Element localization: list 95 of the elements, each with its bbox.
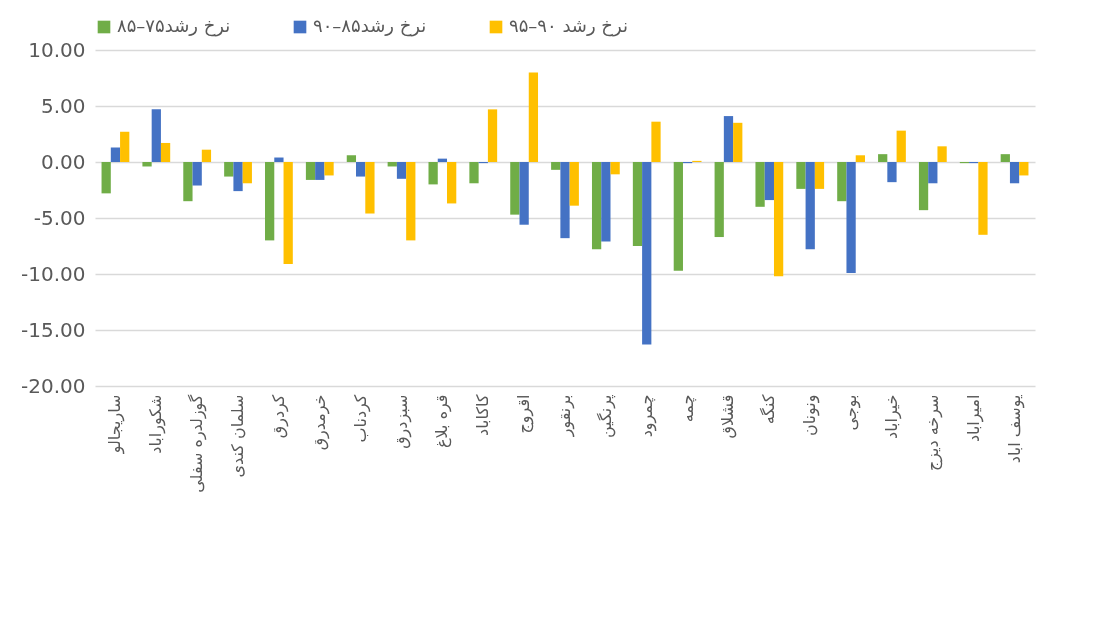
bar: [428, 162, 438, 185]
x-tick-label: قشلاق: [718, 394, 738, 439]
x-tick-label: قره بلاغ: [432, 394, 453, 448]
bar: [224, 162, 234, 177]
x-tick-label: سبزدرق: [391, 394, 412, 449]
bar: [142, 162, 152, 167]
bar: [569, 162, 579, 206]
bar: [846, 162, 856, 273]
bar: [610, 162, 620, 175]
bar: [855, 155, 865, 162]
bar: [101, 162, 111, 194]
bar: [764, 162, 774, 201]
bar: [469, 162, 479, 184]
bar: [560, 162, 570, 239]
bar: [274, 157, 284, 162]
bar: [201, 149, 212, 162]
bar: [406, 162, 416, 241]
bar: [796, 162, 806, 189]
bar: [283, 162, 293, 264]
x-tick-label: بوجی: [841, 394, 862, 431]
bar: [887, 162, 897, 183]
bar: [978, 162, 988, 235]
x-tick-label: یوسف اباد: [1004, 394, 1025, 464]
bar: [233, 162, 243, 192]
x-tick-label: سلمان کندی: [228, 394, 248, 478]
bar: [192, 162, 202, 186]
legend-label: نرخ رشد۸۵–۹۰: [313, 15, 427, 37]
bar: [642, 162, 652, 345]
y-tick-label: -15.00: [21, 317, 86, 342]
bar: [315, 162, 325, 180]
x-tick-label: شکوراباد: [146, 394, 167, 454]
bar: [528, 72, 539, 162]
bar: [601, 162, 611, 242]
x-tick-label: خرمدرق: [309, 394, 330, 451]
bar: [265, 162, 275, 241]
bar: [805, 162, 815, 250]
bar: [773, 162, 784, 277]
bar: [837, 162, 847, 202]
bar: [723, 116, 734, 162]
x-tick-label: چمرود: [636, 394, 657, 438]
bar: [878, 154, 888, 162]
y-tick-label: -5.00: [33, 205, 86, 230]
legend-label: نرخ رشد ۹۰–۹۵: [509, 15, 628, 37]
bar: [346, 155, 357, 162]
y-tick-label: -10.00: [21, 261, 86, 286]
x-tick-label: پرنگین: [595, 394, 616, 439]
x-tick-label: کردناب: [350, 394, 371, 443]
bar: [519, 162, 529, 225]
bar: [1000, 154, 1010, 162]
x-tick-label: کردرق: [268, 394, 289, 439]
bar: [632, 162, 643, 246]
bar: [591, 162, 602, 250]
bar: [755, 162, 765, 207]
y-tick-label: 0.00: [40, 149, 86, 174]
bar: [110, 147, 121, 162]
y-tick-label: 10.00: [28, 37, 86, 62]
bar: [183, 162, 193, 202]
x-tick-label: امیراباد: [963, 394, 984, 443]
x-tick-label: ساریجالو: [105, 394, 126, 455]
bar: [365, 162, 375, 214]
x-tick-label: کاکاباد: [473, 394, 493, 436]
bar: [487, 109, 498, 162]
x-tick-label: برنقور: [555, 394, 575, 438]
bar: [160, 142, 171, 162]
bar: [551, 162, 561, 170]
bar: [928, 162, 938, 184]
bar: [733, 122, 743, 162]
legend-label: نرخ رشد۷۵–۸۵: [117, 15, 231, 37]
bar: [242, 162, 252, 184]
bar: [814, 162, 825, 189]
bar: [651, 121, 661, 162]
bar: [1009, 162, 1020, 184]
bar: [324, 162, 334, 176]
bar: [396, 162, 407, 179]
x-tick-label: چمه: [677, 394, 697, 423]
bar: [305, 162, 316, 180]
y-tick-label: 5.00: [40, 93, 86, 118]
bar: [510, 162, 520, 215]
bar: [673, 162, 683, 271]
x-tick-label: گوزلدره سفلی: [187, 394, 208, 493]
x-tick-label: اقروج: [514, 394, 535, 434]
bar: [120, 131, 130, 162]
bar: [151, 109, 161, 162]
y-tick-label: -20.00: [21, 373, 86, 398]
x-tick-label: کنگه: [759, 394, 779, 425]
bar: [896, 130, 906, 162]
bar: [937, 146, 947, 162]
bar: [1019, 162, 1029, 176]
bar: [918, 162, 929, 211]
x-tick-label: سرخه دیزج: [922, 394, 943, 472]
bar: [714, 162, 724, 238]
bar: [447, 162, 457, 204]
x-tick-label: ونونان: [800, 394, 821, 437]
x-tick-label: خیراباد: [881, 394, 902, 439]
bar: [356, 162, 366, 177]
